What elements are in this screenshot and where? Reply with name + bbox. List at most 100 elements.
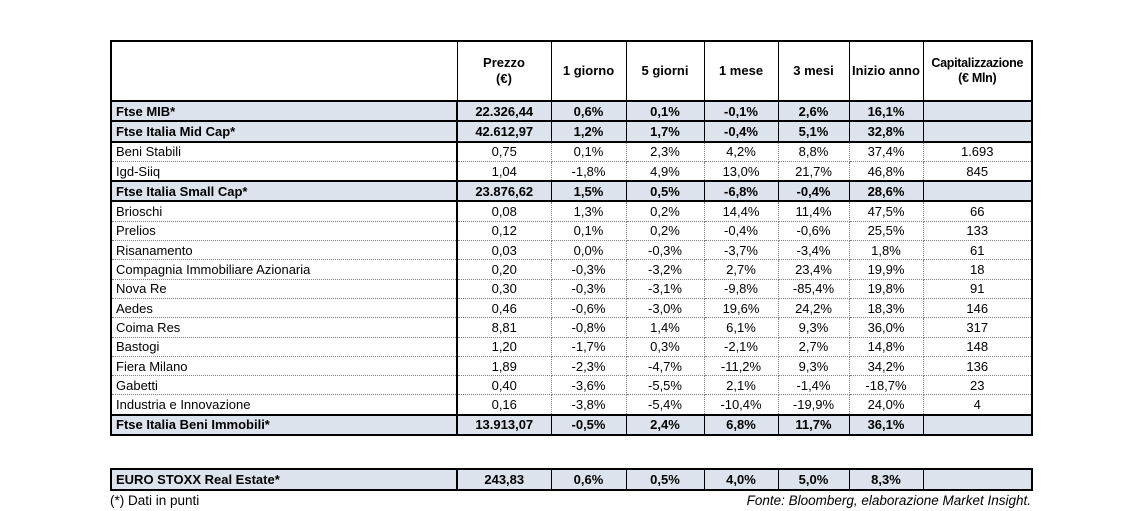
row-label: Bastogi [111, 337, 458, 357]
row-label: Aedes [111, 298, 458, 319]
cell-5-giorni: 1,7% [626, 120, 705, 143]
cell-capitalizzazione: 133 [923, 221, 1033, 242]
table-row-igd-siiq: Igd-Siiq 1,04 -1,8% 4,9% 13,0% 21,7% 46,… [111, 161, 1033, 182]
table-row-prelios: Prelios 0,12 0,1% 0,2% -0,4% -0,6% 25,5%… [111, 221, 1033, 242]
cell-1-giorno: -3,6% [551, 375, 627, 396]
cell-3-mesi: 21,7% [778, 161, 850, 182]
footer: (*) Dati in punti Fonte: Bloomberg, elab… [110, 493, 1031, 508]
cell-3-mesi: 5,1% [778, 120, 850, 143]
cell-prezzo: 243,83 [456, 469, 551, 490]
table-row-aedes: Aedes 0,46 -0,6% -3,0% 19,6% 24,2% 18,3%… [111, 298, 1033, 319]
cell-1-mese: -0,4% [704, 221, 779, 242]
cell-1-mese: 13,0% [704, 161, 779, 182]
cell-prezzo: 0,30 [456, 279, 552, 299]
cell-3-mesi: 24,2% [778, 298, 850, 319]
row-label: Compagnia Immobiliare Azionaria [111, 259, 458, 280]
cell-inizio-anno: 28,6% [849, 180, 924, 203]
row-label: Fiera Milano [111, 356, 458, 377]
table-row-ftse-small-cap: Ftse Italia Small Cap* 23.876,62 1,5% 0,… [111, 180, 1033, 203]
cell-1-giorno: -0,6% [551, 298, 627, 319]
table-row-bastogi: Bastogi 1,20 -1,7% 0,3% -2,1% 2,7% 14,8%… [111, 337, 1033, 357]
col-header-5-giorni: 5 giorni [625, 40, 705, 102]
cell-3-mesi: 8,8% [778, 141, 850, 162]
header-row: Prezzo (€) 1 giorno 5 giorni 1 mese 3 me… [110, 40, 1033, 102]
cell-1-mese: -9,8% [704, 279, 779, 299]
cell-prezzo: 0,16 [456, 394, 552, 416]
cell-3-mesi: 23,4% [778, 259, 850, 280]
cell-inizio-anno: 19,9% [849, 259, 924, 280]
table-row-risanamento: Risanamento 0,03 0,0% -0,3% -3,7% -3,4% … [111, 240, 1033, 261]
cell-1-giorno: -2,3% [551, 356, 627, 377]
cell-1-mese: -0,4% [704, 120, 779, 143]
cell-1-mese: 6,1% [704, 317, 779, 338]
cell-3-mesi: -3,4% [778, 240, 850, 261]
cell-capitalizzazione [923, 413, 1033, 437]
cell-prezzo: 1,89 [456, 356, 552, 377]
row-label: Ftse MIB* [111, 99, 458, 123]
cell-5-giorni: 0,5% [625, 469, 704, 490]
row-label: Igd-Siiq [111, 161, 458, 182]
cell-prezzo: 23.876,62 [456, 180, 552, 203]
indices-stocks-table: Prezzo (€) 1 giorno 5 giorni 1 mese 3 me… [110, 40, 1033, 437]
row-label: Nova Re [111, 279, 458, 299]
cell-3-mesi: 11,4% [778, 201, 850, 222]
cell-1-mese: 19,6% [704, 298, 779, 319]
cell-1-giorno: 0,1% [551, 141, 627, 162]
cell-capitalizzazione [923, 180, 1033, 203]
cell-inizio-anno: 25,5% [849, 221, 924, 242]
cell-inizio-anno: 34,2% [849, 356, 924, 377]
cell-prezzo: 22.326,44 [456, 99, 552, 123]
row-label: Industria e Innovazione [111, 394, 458, 416]
col-header-1-mese: 1 mese [703, 40, 779, 102]
col-header-inizio-anno: Inizio anno [848, 40, 924, 102]
cell-1-mese: 4,0% [703, 469, 778, 490]
cell-capitalizzazione: 66 [923, 201, 1033, 222]
row-label: Ftse Italia Small Cap* [111, 180, 458, 203]
cell-5-giorni: -3,1% [626, 279, 705, 299]
row-label: Beni Stabili [111, 141, 458, 162]
table-row-ftse-beni-immobili: Ftse Italia Beni Immobili* 13.913,07 -0,… [111, 413, 1033, 437]
col-header-capitalizzazione: Capitalizzazione (€ Mln) [922, 40, 1033, 102]
cell-5-giorni: -0,3% [626, 240, 705, 261]
cell-inizio-anno: 16,1% [849, 99, 924, 123]
cell-1-giorno: 0,6% [550, 469, 626, 490]
col-header-prezzo: Prezzo (€) [456, 40, 552, 102]
cell-1-mese: -3,7% [704, 240, 779, 261]
col-header-prezzo-line2: (€) [496, 71, 512, 86]
cell-3-mesi: -0,4% [778, 180, 850, 203]
cell-inizio-anno: 47,5% [849, 201, 924, 222]
cell-1-mese: -6,8% [704, 180, 779, 203]
table-row-fiera-milano: Fiera Milano 1,89 -2,3% -4,7% -11,2% 9,3… [111, 356, 1033, 377]
cell-prezzo: 0,12 [456, 221, 552, 242]
row-label: Coima Res [111, 317, 458, 338]
cell-capitalizzazione: 845 [923, 161, 1033, 182]
cell-prezzo: 0,20 [456, 259, 552, 280]
cell-3-mesi: 9,3% [778, 356, 850, 377]
cell-inizio-anno: 46,8% [849, 161, 924, 182]
cell-prezzo: 1,20 [456, 337, 552, 357]
cell-1-giorno: -1,8% [551, 161, 627, 182]
cell-capitalizzazione: 91 [923, 279, 1033, 299]
cell-1-giorno: 1,3% [551, 201, 627, 222]
cell-capitalizzazione [923, 99, 1033, 123]
cell-1-giorno: 0,0% [551, 240, 627, 261]
row-label: EURO STOXX Real Estate* [111, 469, 457, 490]
cell-prezzo: 0,08 [456, 201, 552, 222]
cell-1-giorno: -0,8% [551, 317, 627, 338]
cell-1-giorno: -0,5% [551, 413, 627, 437]
cell-1-giorno: -0,3% [551, 279, 627, 299]
cell-5-giorni: 0,2% [626, 221, 705, 242]
cell-5-giorni: 0,3% [626, 337, 705, 357]
cell-1-mese: -10,4% [704, 394, 779, 416]
cell-inizio-anno: 36,1% [849, 413, 924, 437]
cell-3-mesi: 5,0% [777, 469, 849, 490]
cell-capitalizzazione: 317 [923, 317, 1033, 338]
cell-capitalizzazione: 4 [923, 394, 1033, 416]
cell-capitalizzazione: 23 [923, 375, 1033, 396]
cell-prezzo: 0,40 [456, 375, 552, 396]
cell-1-giorno: 0,1% [551, 221, 627, 242]
cell-3-mesi: -1,4% [778, 375, 850, 396]
cell-1-giorno: -1,7% [551, 337, 627, 357]
cell-capitalizzazione: 1.693 [923, 141, 1033, 162]
cell-inizio-anno: 18,3% [849, 298, 924, 319]
